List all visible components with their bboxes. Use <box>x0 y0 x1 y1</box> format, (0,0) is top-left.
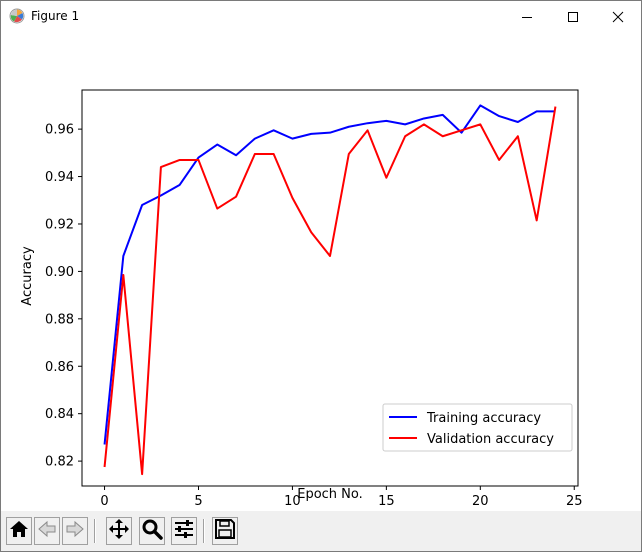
y-tick-label: 0.84 <box>45 407 74 422</box>
y-tick-label: 0.86 <box>45 360 74 375</box>
y-tick-label: 0.96 <box>45 123 74 138</box>
figure-canvas[interactable]: 0 5 10 15 20 25 0.82 0.84 0.86 0.88 0.90 0.92 0.94 0… <box>1 32 641 511</box>
matplotlib-logo-icon <box>9 8 25 24</box>
close-button[interactable] <box>595 1 641 32</box>
floppy-disk-icon <box>214 518 236 544</box>
y-tick-label: 0.90 <box>45 265 74 280</box>
pan-button[interactable] <box>106 517 132 545</box>
validation-accuracy-line <box>103 106 557 476</box>
y-tick-label: 0.82 <box>45 455 74 470</box>
y-axis-ticks: 0.82 0.84 0.86 0.88 0.90 0.92 0.94 0.96 <box>45 123 82 470</box>
y-tick-label: 0.88 <box>45 312 74 327</box>
back-arrow-icon <box>36 519 58 543</box>
zoom-button[interactable] <box>139 517 165 545</box>
maximize-button[interactable] <box>550 1 596 32</box>
x-tick-label: 0 <box>100 494 108 509</box>
sliders-icon <box>173 518 195 544</box>
legend-label-validation: Validation accuracy <box>427 432 554 447</box>
toolbar-separator <box>203 519 205 543</box>
accuracy-chart: 0 5 10 15 20 25 0.820.840.860.880.900.920.940… <box>20 89 583 509</box>
configure-subplots-button[interactable] <box>171 517 197 545</box>
toolbar-separator <box>94 519 96 543</box>
minimize-button[interactable] <box>504 1 550 32</box>
x-tick-label: 20 <box>472 494 489 509</box>
minimize-icon <box>521 11 533 23</box>
x-axis-label: Epoch No. <box>297 487 363 502</box>
window-title: Figure 1 <box>31 9 80 23</box>
magnifier-icon <box>141 518 163 544</box>
close-icon <box>612 11 624 23</box>
y-tick-label: 0.92 <box>45 217 74 232</box>
legend-box <box>382 403 573 452</box>
title-bar[interactable]: Figure 1 <box>1 1 641 32</box>
legend-label-training: Training accuracy <box>426 411 541 426</box>
x-tick-label: 5 <box>194 494 202 509</box>
y-axis-label: Accuracy <box>20 246 35 306</box>
home-button[interactable] <box>6 517 32 545</box>
legend: Training accuracy Validation accuracy <box>382 403 573 452</box>
navigation-toolbar <box>1 511 641 551</box>
x-tick-label: 15 <box>378 494 395 509</box>
back-button[interactable] <box>34 517 60 545</box>
forward-button[interactable] <box>62 517 88 545</box>
training-accuracy-line <box>103 104 556 445</box>
x-tick-label: 10 <box>284 494 301 509</box>
save-button[interactable] <box>212 517 238 545</box>
move-icon <box>108 518 130 544</box>
forward-arrow-icon <box>64 519 86 543</box>
axes-frame <box>81 89 579 487</box>
y-tick-label: 0.94 <box>45 170 74 185</box>
home-icon <box>8 519 30 543</box>
x-axis-ticks: 0 5 10 15 20 25 <box>100 486 583 509</box>
maximize-icon <box>567 11 579 23</box>
x-tick-label: 25 <box>566 494 583 509</box>
